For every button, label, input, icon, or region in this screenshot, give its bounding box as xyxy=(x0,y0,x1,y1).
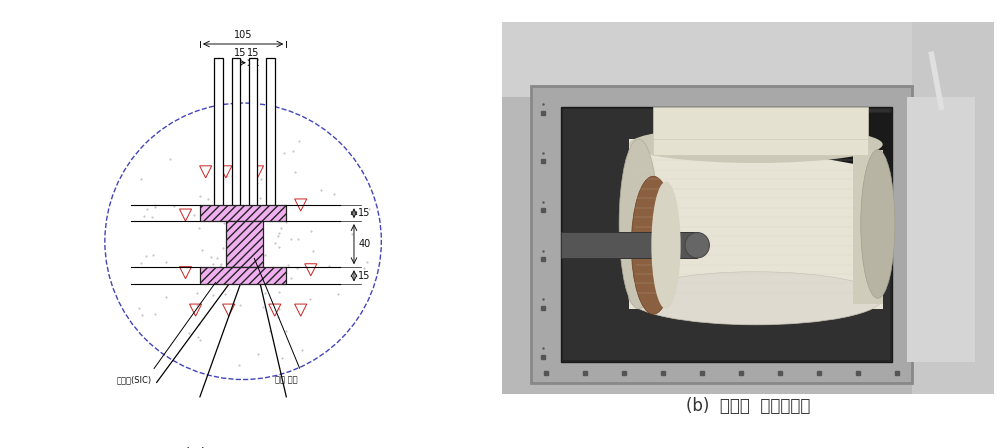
Ellipse shape xyxy=(684,233,709,258)
Text: (b)  실제상  고온발열체: (b) 실제상 고온발열체 xyxy=(685,397,809,415)
Bar xyxy=(232,58,240,210)
Bar xyxy=(502,22,993,97)
Bar xyxy=(853,150,882,304)
Text: (a)  도면상  고온발열체: (a) 도면상 고온발열체 xyxy=(184,447,308,448)
Ellipse shape xyxy=(619,139,658,309)
Bar xyxy=(266,58,275,210)
Text: 40: 40 xyxy=(358,239,370,249)
Bar xyxy=(200,267,286,284)
Text: 15: 15 xyxy=(234,48,246,58)
Bar xyxy=(911,22,993,394)
Bar xyxy=(560,233,696,258)
Text: 15: 15 xyxy=(247,48,259,58)
Bar xyxy=(531,86,911,383)
Ellipse shape xyxy=(651,181,680,309)
Text: 105: 105 xyxy=(234,30,252,40)
Bar xyxy=(562,109,890,360)
Text: 15: 15 xyxy=(358,271,370,281)
Bar xyxy=(628,139,882,309)
Bar xyxy=(560,107,892,362)
Bar xyxy=(502,54,993,394)
Bar xyxy=(653,107,868,155)
Text: 15: 15 xyxy=(358,208,370,218)
Text: 에어 관로: 에어 관로 xyxy=(275,375,297,384)
Ellipse shape xyxy=(628,126,882,163)
Bar xyxy=(226,221,263,267)
Bar xyxy=(214,58,223,210)
Bar xyxy=(249,58,257,210)
Text: 발열체(SIC): 발열체(SIC) xyxy=(116,375,151,384)
Bar xyxy=(200,205,286,221)
Ellipse shape xyxy=(628,272,882,325)
Ellipse shape xyxy=(631,176,675,314)
Polygon shape xyxy=(803,112,892,171)
Ellipse shape xyxy=(860,150,894,298)
Bar xyxy=(906,97,975,362)
